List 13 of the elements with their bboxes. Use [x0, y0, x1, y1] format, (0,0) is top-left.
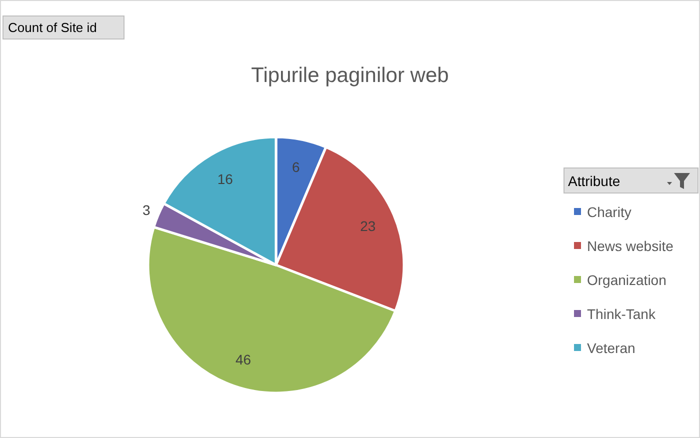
data-label: 46	[235, 351, 252, 368]
chart-title: Tipurile paginilor web	[251, 64, 449, 87]
legend-label: News website	[587, 238, 674, 254]
legend-label: Veteran	[587, 340, 636, 356]
legend-label: Organization	[587, 272, 666, 288]
data-label: 16	[217, 171, 234, 188]
data-label: 3	[142, 202, 150, 218]
text: Count of Site id	[8, 20, 97, 35]
legend-label: Think-Tank	[587, 306, 656, 322]
legend-label: Charity	[587, 204, 632, 220]
data-label: 23	[360, 218, 376, 234]
legend-title: Attribute	[568, 173, 620, 189]
data-label: 6	[292, 159, 300, 176]
